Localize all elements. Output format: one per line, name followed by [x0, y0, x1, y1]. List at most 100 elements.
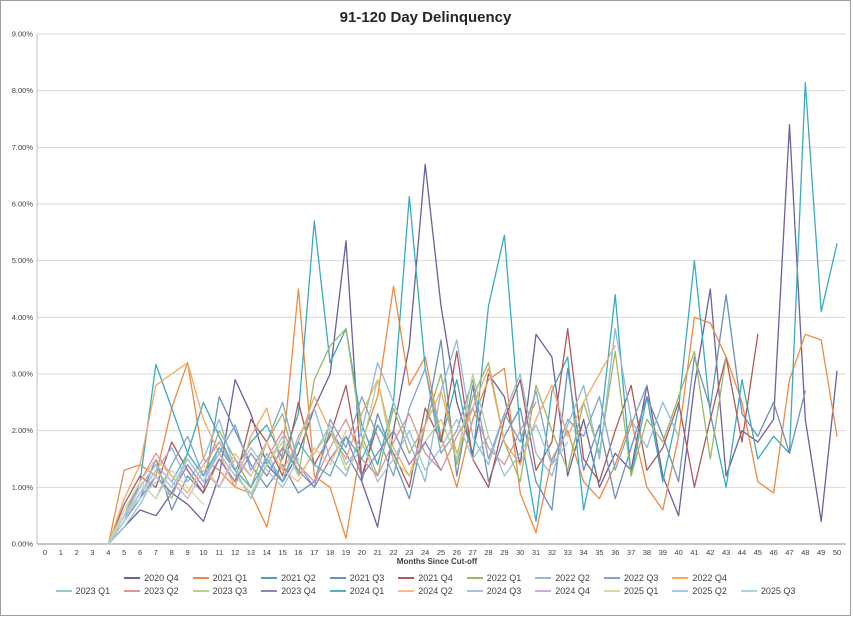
x-tick-label: 21 [373, 548, 381, 557]
x-tick-label: 24 [421, 548, 429, 557]
series-line-2024-Q2 [107, 430, 347, 545]
series-line-2024-Q4 [107, 458, 252, 545]
legend-swatch [672, 577, 689, 579]
legend-item-2021-Q3: 2021 Q3 [329, 573, 385, 583]
x-tick-label: 4 [106, 548, 110, 557]
x-tick-label: 42 [706, 548, 714, 557]
x-tick-label: 50 [833, 548, 841, 557]
legend-item-2023-Q2: 2023 Q2 [124, 586, 179, 596]
legend-item-2022-Q2: 2022 Q2 [535, 573, 590, 583]
legend-swatch [55, 590, 72, 592]
x-tick-label: 45 [754, 548, 762, 557]
legend-label: 2020 Q4 [144, 573, 179, 583]
legend-swatch [192, 590, 209, 592]
x-tick-label: 29 [500, 548, 508, 557]
legend-swatch [398, 577, 415, 579]
x-tick-label: 18 [326, 548, 334, 557]
legend-label: 2021 Q1 [212, 573, 248, 583]
legend-item-2022-Q4: 2022 Q4 [672, 573, 727, 583]
x-tick-label: 35 [595, 548, 603, 557]
x-tick-label: 31 [532, 548, 540, 557]
x-tick-label: 10 [199, 548, 207, 557]
legend-label: 2023 Q4 [281, 586, 316, 596]
series-line-2022-Q1 [107, 328, 727, 545]
x-tick-label: 37 [627, 548, 635, 557]
x-tick-label: 0 [43, 548, 47, 557]
legend-label: 2022 Q3 [623, 573, 659, 583]
x-tick-label: 3 [90, 548, 94, 557]
legend-label: 2024 Q1 [349, 586, 385, 596]
series-line-2025-Q1 [107, 469, 205, 545]
x-tick-label: 13 [247, 548, 255, 557]
x-tick-label: 19 [342, 548, 350, 557]
legend-item-2025-Q3: 2025 Q3 [740, 586, 795, 596]
x-tick-label: 38 [643, 548, 651, 557]
x-tick-label: 12 [231, 548, 239, 557]
x-tick-label: 14 [263, 548, 271, 557]
x-tick-label: 32 [548, 548, 556, 557]
y-tick-label: 9.00% [12, 30, 34, 39]
legend-item-2024-Q3: 2024 Q3 [466, 586, 522, 596]
legend-swatch [398, 590, 415, 592]
x-tick-label: 11 [215, 548, 223, 557]
legend-swatch [329, 577, 346, 579]
x-tick-label: 17 [310, 548, 318, 557]
series-line-2021-Q1 [107, 285, 838, 545]
legend-label: 2025 Q2 [692, 586, 727, 596]
legend-swatch [261, 590, 278, 592]
legend-swatch [603, 577, 620, 579]
series-line-2021-Q2 [107, 82, 838, 545]
legend-swatch [466, 590, 483, 592]
x-axis-title: Months Since Cut-off [396, 557, 478, 566]
legend-swatch [672, 590, 689, 592]
x-tick-label: 16 [294, 548, 302, 557]
legend-item-2023-Q1: 2023 Q1 [55, 586, 110, 596]
x-tick-label: 36 [611, 548, 619, 557]
legend-swatch [603, 590, 620, 592]
series-line-2025-Q3 [107, 481, 157, 545]
x-tick-label: 40 [674, 548, 682, 557]
x-tick-label: 1 [59, 548, 63, 557]
legend-label: 2021 Q2 [281, 573, 316, 583]
x-tick-label: 49 [817, 548, 825, 557]
legend-item-2022-Q1: 2022 Q1 [466, 573, 521, 583]
series-line-2024-Q3 [107, 447, 300, 545]
x-tick-label: 23 [405, 548, 413, 557]
x-tick-label: 22 [389, 548, 397, 557]
legend-label: 2021 Q3 [349, 573, 385, 583]
legend-item-2024-Q2: 2024 Q2 [398, 586, 453, 596]
y-tick-label: 2.00% [12, 426, 34, 435]
x-tick-label: 28 [484, 548, 492, 557]
legend-swatch [466, 577, 483, 579]
x-tick-label: 5 [122, 548, 126, 557]
x-tick-label: 7 [154, 548, 158, 557]
y-tick-label: 6.00% [12, 200, 34, 209]
y-tick-label: 7.00% [12, 143, 34, 152]
legend-swatch [124, 590, 141, 592]
x-tick-label: 48 [801, 548, 809, 557]
x-tick-label: 15 [278, 548, 286, 557]
legend-item-2021-Q4: 2021 Q4 [398, 573, 453, 583]
legend-item-2025-Q2: 2025 Q2 [672, 586, 727, 596]
legend-item-2023-Q3: 2023 Q3 [192, 586, 247, 596]
x-tick-label: 47 [785, 548, 793, 557]
y-tick-label: 1.00% [12, 483, 34, 492]
x-tick-label: 27 [469, 548, 477, 557]
legend-swatch [740, 590, 757, 592]
legend-item-2021-Q2: 2021 Q2 [261, 573, 316, 583]
legend-label: 2023 Q2 [144, 586, 179, 596]
series-line-2020-Q4 [107, 124, 838, 545]
x-tick-label: 30 [516, 548, 524, 557]
legend-label: 2025 Q1 [623, 586, 659, 596]
legend-item-2024-Q1: 2024 Q1 [329, 586, 385, 596]
legend-label: 2024 Q3 [486, 586, 522, 596]
legend-swatch [261, 577, 278, 579]
legend-item-2022-Q3: 2022 Q3 [603, 573, 659, 583]
legend-label: 2022 Q2 [555, 573, 590, 583]
legend-swatch [329, 590, 346, 592]
x-tick-label: 2 [75, 548, 79, 557]
x-tick-label: 9 [185, 548, 189, 557]
chart-legend: 2020 Q4 2021 Q1 2021 Q2 2021 Q3 2021 Q4 2022 … [1, 573, 850, 596]
legend-label: 2024 Q2 [418, 586, 453, 596]
